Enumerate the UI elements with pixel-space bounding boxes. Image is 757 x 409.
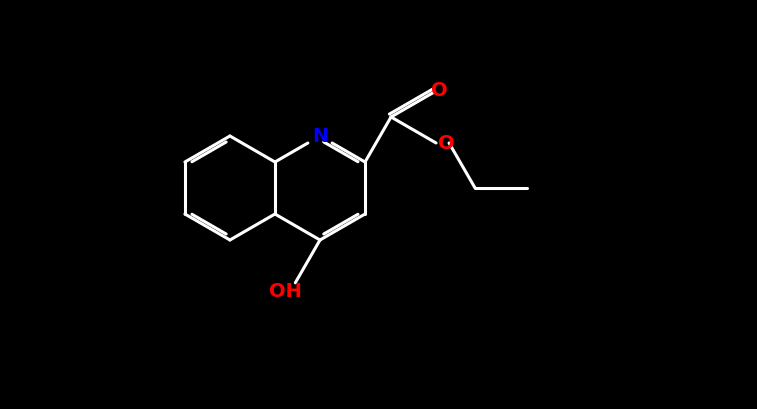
- Text: O: O: [431, 81, 447, 99]
- Text: N: N: [312, 127, 328, 146]
- Text: OH: OH: [269, 281, 302, 301]
- Text: O: O: [438, 134, 454, 153]
